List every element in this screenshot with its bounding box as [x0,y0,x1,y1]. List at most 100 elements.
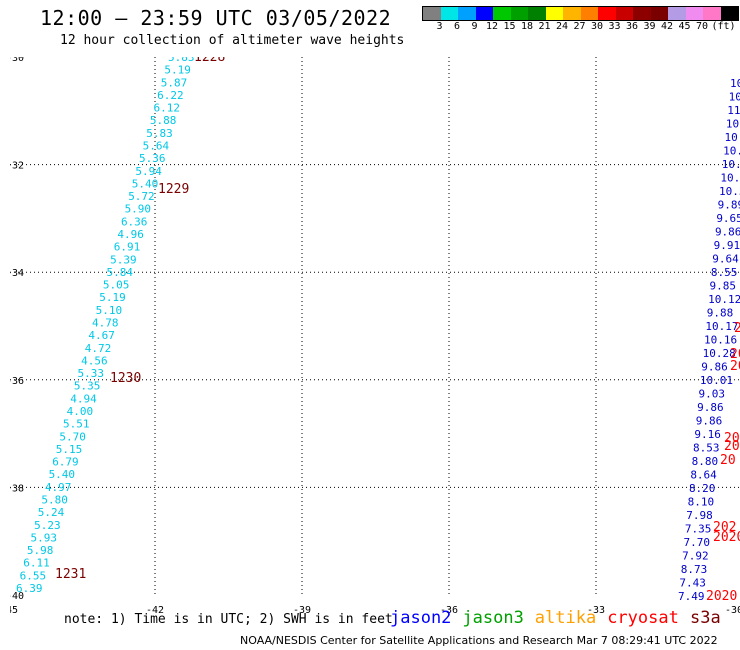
swh-value: 10.55 [719,185,740,198]
color-scale-label: 33 [608,21,621,32]
swh-value: 4.72 [85,342,112,355]
swh-value: 9.86 [715,226,740,239]
legend-item-cryosat: cryosat [607,608,679,628]
swh-value: 5.70 [59,430,86,443]
swh-value: 5.80 [41,494,68,507]
swh-value: 9.88 [707,307,734,320]
pass-time-label: 1231 [55,567,86,582]
swh-value: 5.19 [99,291,126,304]
color-swatch [720,7,738,20]
swh-value: 5.23 [34,519,61,532]
y-tick-label: -34 [10,268,24,279]
color-scale-label: 3 [436,21,443,32]
map-grid [10,57,740,595]
swh-value: 11.3 [727,104,740,117]
page-subtitle: 12 hour collection of altimeter wave hei… [60,33,405,48]
swh-value: 7.35 [685,523,712,536]
swh-value: 10.12 [708,293,740,306]
swh-value: 6.11 [23,557,50,570]
color-swatch [493,7,511,20]
cryosat-label: 20 [720,453,736,468]
swh-value: 5.94 [135,165,162,178]
map-plot: -45 -42 -39 -36 -33 -30 -30 -32 -34 -36 -38 -40 5.8… [10,57,740,616]
cryosat-label: 20 [724,431,740,446]
swh-value: 8.80 [692,455,719,468]
y-tick-label: -36 [10,376,24,387]
swh-value: 5.98 [27,544,54,557]
swh-value: 9.64 [712,253,739,266]
swh-value: 5.19 [164,64,191,77]
color-swatch [423,7,441,20]
swh-value: 10.3 [729,91,740,104]
swh-value: 10.01 [700,374,733,387]
color-scale-label: 18 [520,21,534,32]
swh-value: 10.28 [703,347,736,360]
swh-value: 6.12 [154,102,181,115]
pass-time-label: 1229 [158,182,189,197]
color-swatch [650,7,668,20]
swh-value: 6.39 [16,582,43,595]
swh-value: 9.65 [716,212,740,225]
swh-value: 5.83 [146,127,173,140]
swh-value: 4.00 [67,405,94,418]
color-swatch [615,7,633,20]
swh-value: 6.79 [52,456,79,469]
legend-item-s3a: s3a [690,608,721,628]
x-tick-label: -39 [293,605,311,616]
color-scale-label: 39 [643,21,656,32]
cryosat-label: 20 [730,359,740,374]
swh-value: 8.10 [688,496,715,509]
x-tick-label: -30 [725,605,740,616]
swh-value: 6.91 [114,241,141,254]
x-tick-label: -33 [587,605,605,616]
swh-value: 8.73 [681,563,708,576]
color-swatch [458,7,476,20]
swh-value: 10.16 [704,334,737,347]
color-swatch [528,7,546,20]
swh-value: 8.64 [690,469,717,482]
pass-time-label: 1230 [110,371,141,386]
color-swatch [633,7,651,20]
y-tick-label: -40 [10,591,24,602]
pass-time-label: 1228 [194,57,225,65]
color-swatch [703,7,721,20]
page-title: 12:00 – 23:59 UTC 03/05/2022 [40,6,392,30]
color-scale-bar [422,6,739,21]
swh-value: 5.05 [103,279,130,292]
color-scale-label: 36 [625,21,639,32]
swh-value: 5.83 [168,57,195,64]
color-scale-label: 70 [695,21,709,32]
y-tick-label: -32 [10,161,24,172]
swh-value: 10.9 [723,145,740,158]
y-tick-label: -30 [10,57,24,64]
swh-value: 5.40 [49,468,75,481]
swh-value: 4.97 [45,481,71,494]
color-swatch [685,7,703,20]
swh-value: 4.96 [117,228,144,241]
color-scale-label: 27 [573,21,586,32]
swh-value: 9.86 [701,361,728,374]
swh-value: 5.39 [110,253,137,266]
cryosat-label: 2020 [706,589,737,604]
swh-value: 9.91 [714,239,740,252]
swh-value: 9.89 [718,199,740,212]
color-scale-label: 24 [555,21,569,32]
color-scale-label: 15 [503,21,516,32]
swh-value: 4.94 [70,392,97,405]
swh-value: 4.67 [88,329,115,342]
swh-value: 4.56 [81,354,108,367]
swh-value: 4.78 [92,317,119,330]
swh-value: 10.1 [725,131,740,144]
swh-value: 5.10 [96,304,123,317]
swh-value: 5.24 [38,506,65,519]
swh-value: 10.4 [726,118,740,131]
color-scale-label: (ft) [711,21,736,32]
x-tick-label: -45 [10,605,18,616]
swh-value: 7.49 [678,590,705,603]
swh-value: 5.15 [56,443,83,456]
swh-value: 9.16 [694,428,721,441]
swh-value: 5.51 [63,418,90,431]
swh-value: 6.55 [20,569,47,582]
cryosat-labels: 2202020202020220202020 [706,321,740,604]
swh-value: 5.64 [143,140,170,153]
